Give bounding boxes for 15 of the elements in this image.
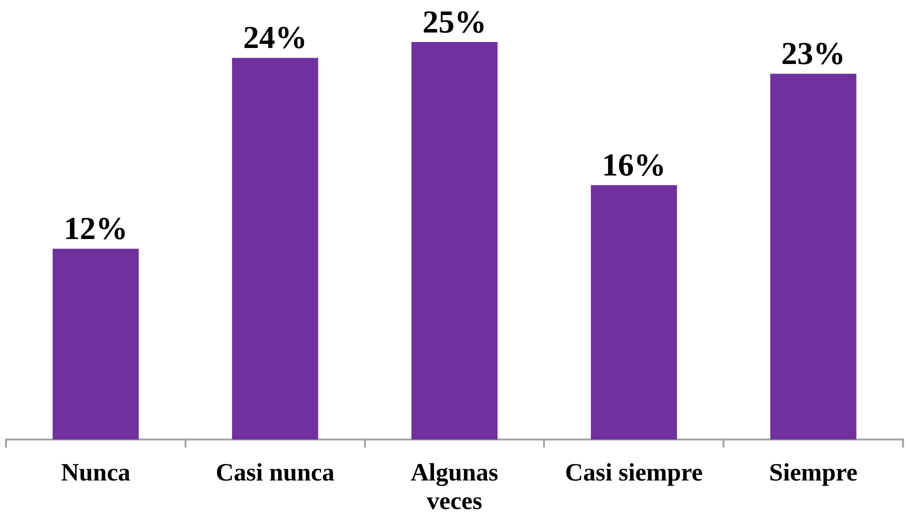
data-label: 12% — [64, 210, 128, 246]
bar — [52, 248, 139, 440]
bar — [770, 74, 856, 440]
x-tick-label: Nunca — [60, 459, 131, 486]
bar — [232, 58, 318, 440]
data-label: 16% — [602, 146, 666, 182]
data-label: 24% — [243, 19, 308, 56]
x-tick-label: Casi siempre — [565, 459, 703, 486]
x-tick-label: Algunas veces — [410, 459, 499, 516]
data-label: 25% — [422, 3, 486, 40]
bar — [590, 185, 677, 440]
bar — [411, 42, 498, 440]
data-label: 23% — [781, 35, 846, 72]
x-tick-label: Casi nunca — [216, 459, 335, 486]
x-tick-label: Siempre — [769, 459, 858, 486]
